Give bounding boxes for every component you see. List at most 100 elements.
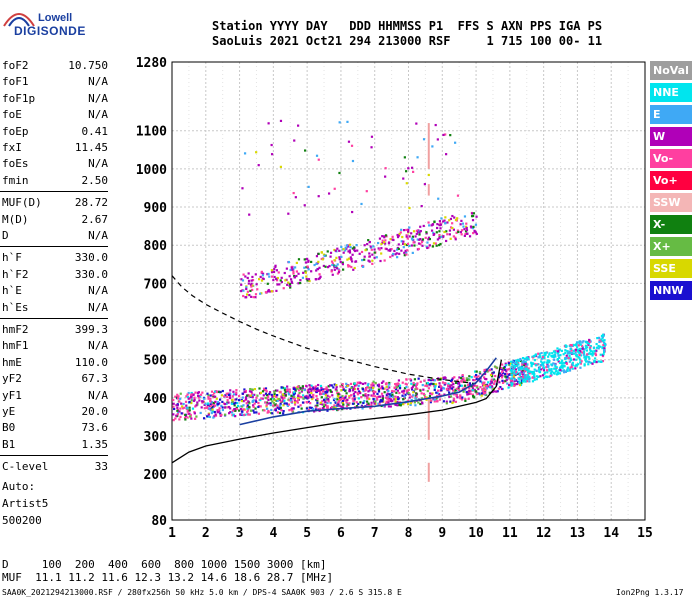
echo-point: [425, 245, 428, 248]
echo-point: [273, 275, 276, 279]
echo-point: [520, 367, 523, 370]
echo-point: [218, 407, 221, 410]
echo-point: [524, 370, 527, 373]
echo-point: [282, 404, 285, 407]
echo-point: [227, 401, 230, 404]
echo-point: [555, 366, 558, 369]
echo-point: [394, 395, 397, 398]
echo-point: [485, 378, 488, 381]
echo-point: [540, 363, 543, 367]
echo-point: [172, 402, 175, 405]
echo-point: [510, 367, 514, 370]
echo-point: [357, 387, 360, 390]
echo-point: [566, 366, 569, 369]
echo-point: [548, 369, 551, 372]
echo-point: [435, 231, 438, 234]
echo-point: [258, 278, 261, 281]
echo-point: [348, 396, 351, 399]
echo-point: [298, 391, 301, 395]
echo-point: [190, 401, 193, 405]
echo-point: [585, 349, 588, 352]
echo-point: [338, 404, 341, 407]
echo-point: [348, 390, 351, 393]
echo-point: [295, 274, 298, 278]
echo-point: [310, 384, 313, 387]
echo-point: [341, 397, 344, 400]
echo-point: [500, 376, 504, 379]
echo-point: [541, 363, 544, 366]
echo-point: [283, 271, 286, 275]
echo-point: [287, 403, 291, 406]
echo-point: [385, 394, 388, 397]
echo-point: [505, 370, 508, 373]
echo-point: [496, 366, 499, 369]
echo-point: [213, 415, 216, 418]
echo-point: [579, 343, 582, 346]
echo-point: [408, 206, 411, 210]
echo-point: [204, 402, 207, 405]
echo-point: [537, 356, 540, 359]
echo-point: [207, 394, 210, 397]
echo-point: [459, 395, 462, 398]
echo-point: [279, 165, 282, 168]
echo-point: [355, 243, 358, 247]
echo-point: [405, 182, 408, 185]
echo-point: [569, 347, 572, 350]
echo-point: [465, 226, 468, 230]
echo-point: [407, 388, 410, 391]
echo-point: [591, 362, 594, 365]
header-line1: Station YYYY DAY DDD HHMMSS P1 FFS S AXN…: [212, 19, 603, 33]
echo-point: [286, 385, 289, 388]
echo-point: [475, 391, 478, 394]
echo-point: [533, 373, 536, 376]
echo-point: [543, 367, 546, 370]
echo-point: [427, 221, 430, 224]
echo-point: [380, 392, 384, 395]
echo-point: [543, 351, 546, 355]
echo-point: [446, 384, 450, 387]
echo-point: [578, 357, 581, 360]
param-key: h`F2: [2, 267, 29, 281]
echo-point: [446, 233, 449, 236]
echo-point: [206, 392, 209, 395]
echo-point: [421, 397, 424, 400]
echo-point: [576, 346, 579, 349]
echo-point: [368, 389, 371, 392]
echo-point: [283, 396, 286, 399]
echo-point: [373, 400, 376, 403]
param-row-hmf2: hmF2 399.3: [2, 323, 108, 337]
echo-point: [176, 406, 179, 409]
echo-point: [276, 398, 279, 401]
echo-point: [344, 395, 347, 398]
echo-point: [225, 402, 228, 405]
echo-point: [381, 397, 385, 400]
echo-point: [464, 398, 467, 401]
echo-point: [482, 382, 485, 385]
echo-point: [512, 368, 515, 371]
echo-point: [444, 133, 447, 136]
echo-point: [543, 371, 547, 374]
echo-point: [395, 386, 399, 389]
echo-point: [250, 285, 253, 288]
echo-point: [372, 392, 375, 395]
echo-point: [585, 356, 588, 359]
echo-point: [460, 219, 463, 222]
echo-point: [307, 400, 310, 403]
echo-point: [370, 403, 373, 407]
echo-point: [559, 368, 562, 372]
echo-point: [587, 355, 590, 359]
echo-point: [357, 384, 360, 387]
echo-point: [448, 233, 451, 236]
echo-point: [410, 382, 413, 385]
echo-point: [331, 394, 334, 397]
echo-point: [243, 413, 246, 416]
echo-point: [593, 347, 596, 350]
echo-point: [449, 385, 452, 388]
echo-point: [241, 392, 244, 395]
echo-point: [282, 287, 285, 290]
echo-point: [299, 387, 303, 391]
echo-point: [459, 397, 462, 400]
echo-point: [283, 392, 286, 396]
echo-point: [479, 386, 482, 389]
echo-point: [378, 248, 381, 251]
